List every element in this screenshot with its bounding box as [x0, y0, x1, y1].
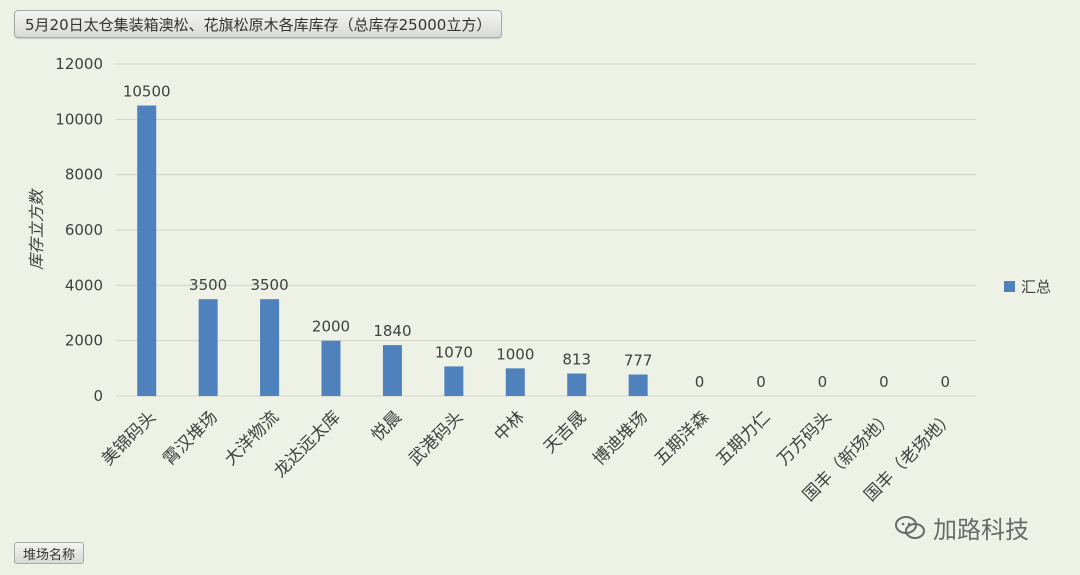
y-tick-label: 2000 — [65, 332, 103, 350]
bar — [137, 105, 157, 396]
bar — [321, 340, 341, 396]
data-label: 1070 — [435, 343, 473, 361]
data-label: 777 — [624, 352, 653, 370]
watermark: 加路科技 — [895, 510, 1029, 545]
bar — [260, 299, 280, 396]
x-tick-label: 五期洋森 — [651, 407, 713, 469]
bar — [628, 374, 648, 396]
data-label: 3500 — [189, 276, 227, 294]
y-axis-label: 库存立方数 — [27, 188, 46, 270]
data-label: 1840 — [373, 322, 411, 340]
x-tick-label: 五期力仁 — [712, 407, 774, 469]
bar — [444, 366, 464, 396]
data-label: 0 — [941, 373, 951, 391]
x-tick-label: 大洋物流 — [221, 407, 283, 469]
x-tick-label: 霄汉堆场 — [159, 407, 221, 469]
legend-swatch — [1004, 281, 1015, 292]
data-label: 10500 — [123, 83, 171, 101]
bar — [382, 345, 402, 396]
data-label: 2000 — [312, 318, 350, 336]
wechat-icon — [895, 515, 925, 539]
bar — [198, 299, 218, 396]
field-name-button[interactable]: 堆场名称 — [14, 542, 85, 564]
legend-label: 汇总 — [1021, 278, 1051, 296]
x-tick-label: 武港码头 — [405, 407, 467, 469]
x-tick-label: 万方码头 — [774, 407, 836, 469]
y-tick-label: 8000 — [65, 166, 103, 184]
x-tick-label: 博迪堆场 — [589, 407, 651, 469]
y-tick-label: 6000 — [65, 221, 103, 239]
x-tick-label: 龙达远太库 — [270, 407, 344, 481]
x-tick-label: 悦晨 — [368, 407, 406, 445]
bar — [567, 373, 587, 396]
field-name-label: 堆场名称 — [23, 547, 76, 563]
x-tick-label: 美锦码头 — [98, 407, 160, 469]
x-tick-label: 天吉晟 — [540, 407, 590, 457]
watermark-text: 加路科技 — [933, 516, 1029, 544]
data-label: 3500 — [250, 276, 288, 294]
data-label: 0 — [695, 373, 705, 391]
data-label: 0 — [756, 373, 766, 391]
data-label: 0 — [818, 373, 828, 391]
y-tick-label: 12000 — [55, 55, 103, 73]
y-tick-label: 4000 — [65, 276, 103, 294]
chart-title-button[interactable]: 5月20日太仓集装箱澳松、花旗松原木各库库存（总库存25000立方） — [14, 10, 503, 38]
data-label: 813 — [562, 351, 591, 369]
data-label: 1000 — [496, 345, 534, 363]
chart-title: 5月20日太仓集装箱澳松、花旗松原木各库库存（总库存25000立方） — [25, 15, 492, 34]
bar — [505, 368, 525, 396]
y-tick-label: 10000 — [55, 110, 103, 128]
x-tick-label: 中林 — [491, 407, 529, 445]
data-label: 0 — [879, 373, 889, 391]
y-tick-label: 0 — [93, 387, 103, 405]
